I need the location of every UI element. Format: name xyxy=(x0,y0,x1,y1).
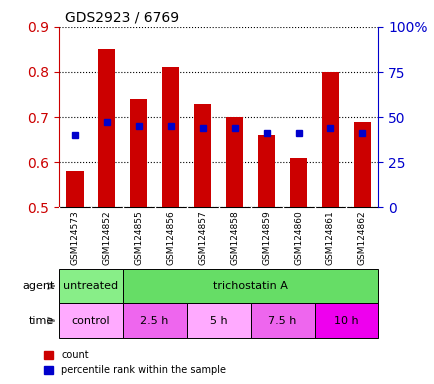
Text: agent: agent xyxy=(22,281,54,291)
Text: GSM124858: GSM124858 xyxy=(230,210,239,265)
Bar xyxy=(186,303,250,338)
Bar xyxy=(98,50,115,207)
Legend: count, percentile rank within the sample: count, percentile rank within the sample xyxy=(39,346,230,379)
Bar xyxy=(122,303,186,338)
Text: trichostatin A: trichostatin A xyxy=(213,281,287,291)
Text: GSM124861: GSM124861 xyxy=(325,210,334,265)
Text: GSM124862: GSM124862 xyxy=(357,210,366,265)
Bar xyxy=(59,303,122,338)
Bar xyxy=(130,99,147,207)
Bar xyxy=(353,122,370,207)
Bar xyxy=(59,269,122,303)
Bar xyxy=(225,117,243,207)
Text: GSM124856: GSM124856 xyxy=(166,210,175,265)
Text: GSM124855: GSM124855 xyxy=(134,210,143,265)
Text: GDS2923 / 6769: GDS2923 / 6769 xyxy=(65,10,179,24)
Text: GSM124860: GSM124860 xyxy=(293,210,302,265)
Bar xyxy=(161,68,179,207)
Text: GSM124859: GSM124859 xyxy=(261,210,270,265)
Bar xyxy=(289,158,306,207)
Text: GSM124857: GSM124857 xyxy=(197,210,207,265)
Bar xyxy=(194,104,211,207)
Text: untreated: untreated xyxy=(63,281,118,291)
Text: GSM124852: GSM124852 xyxy=(102,210,111,265)
Bar xyxy=(321,72,339,207)
Text: control: control xyxy=(71,316,110,326)
Bar xyxy=(250,303,314,338)
Text: 10 h: 10 h xyxy=(333,316,358,326)
Text: 7.5 h: 7.5 h xyxy=(268,316,296,326)
Text: GSM124573: GSM124573 xyxy=(70,210,79,265)
Text: time: time xyxy=(29,316,54,326)
Text: 5 h: 5 h xyxy=(209,316,227,326)
Bar xyxy=(314,303,378,338)
Bar xyxy=(257,135,275,207)
Text: 2.5 h: 2.5 h xyxy=(140,316,168,326)
Bar xyxy=(122,269,378,303)
Bar xyxy=(66,171,83,207)
